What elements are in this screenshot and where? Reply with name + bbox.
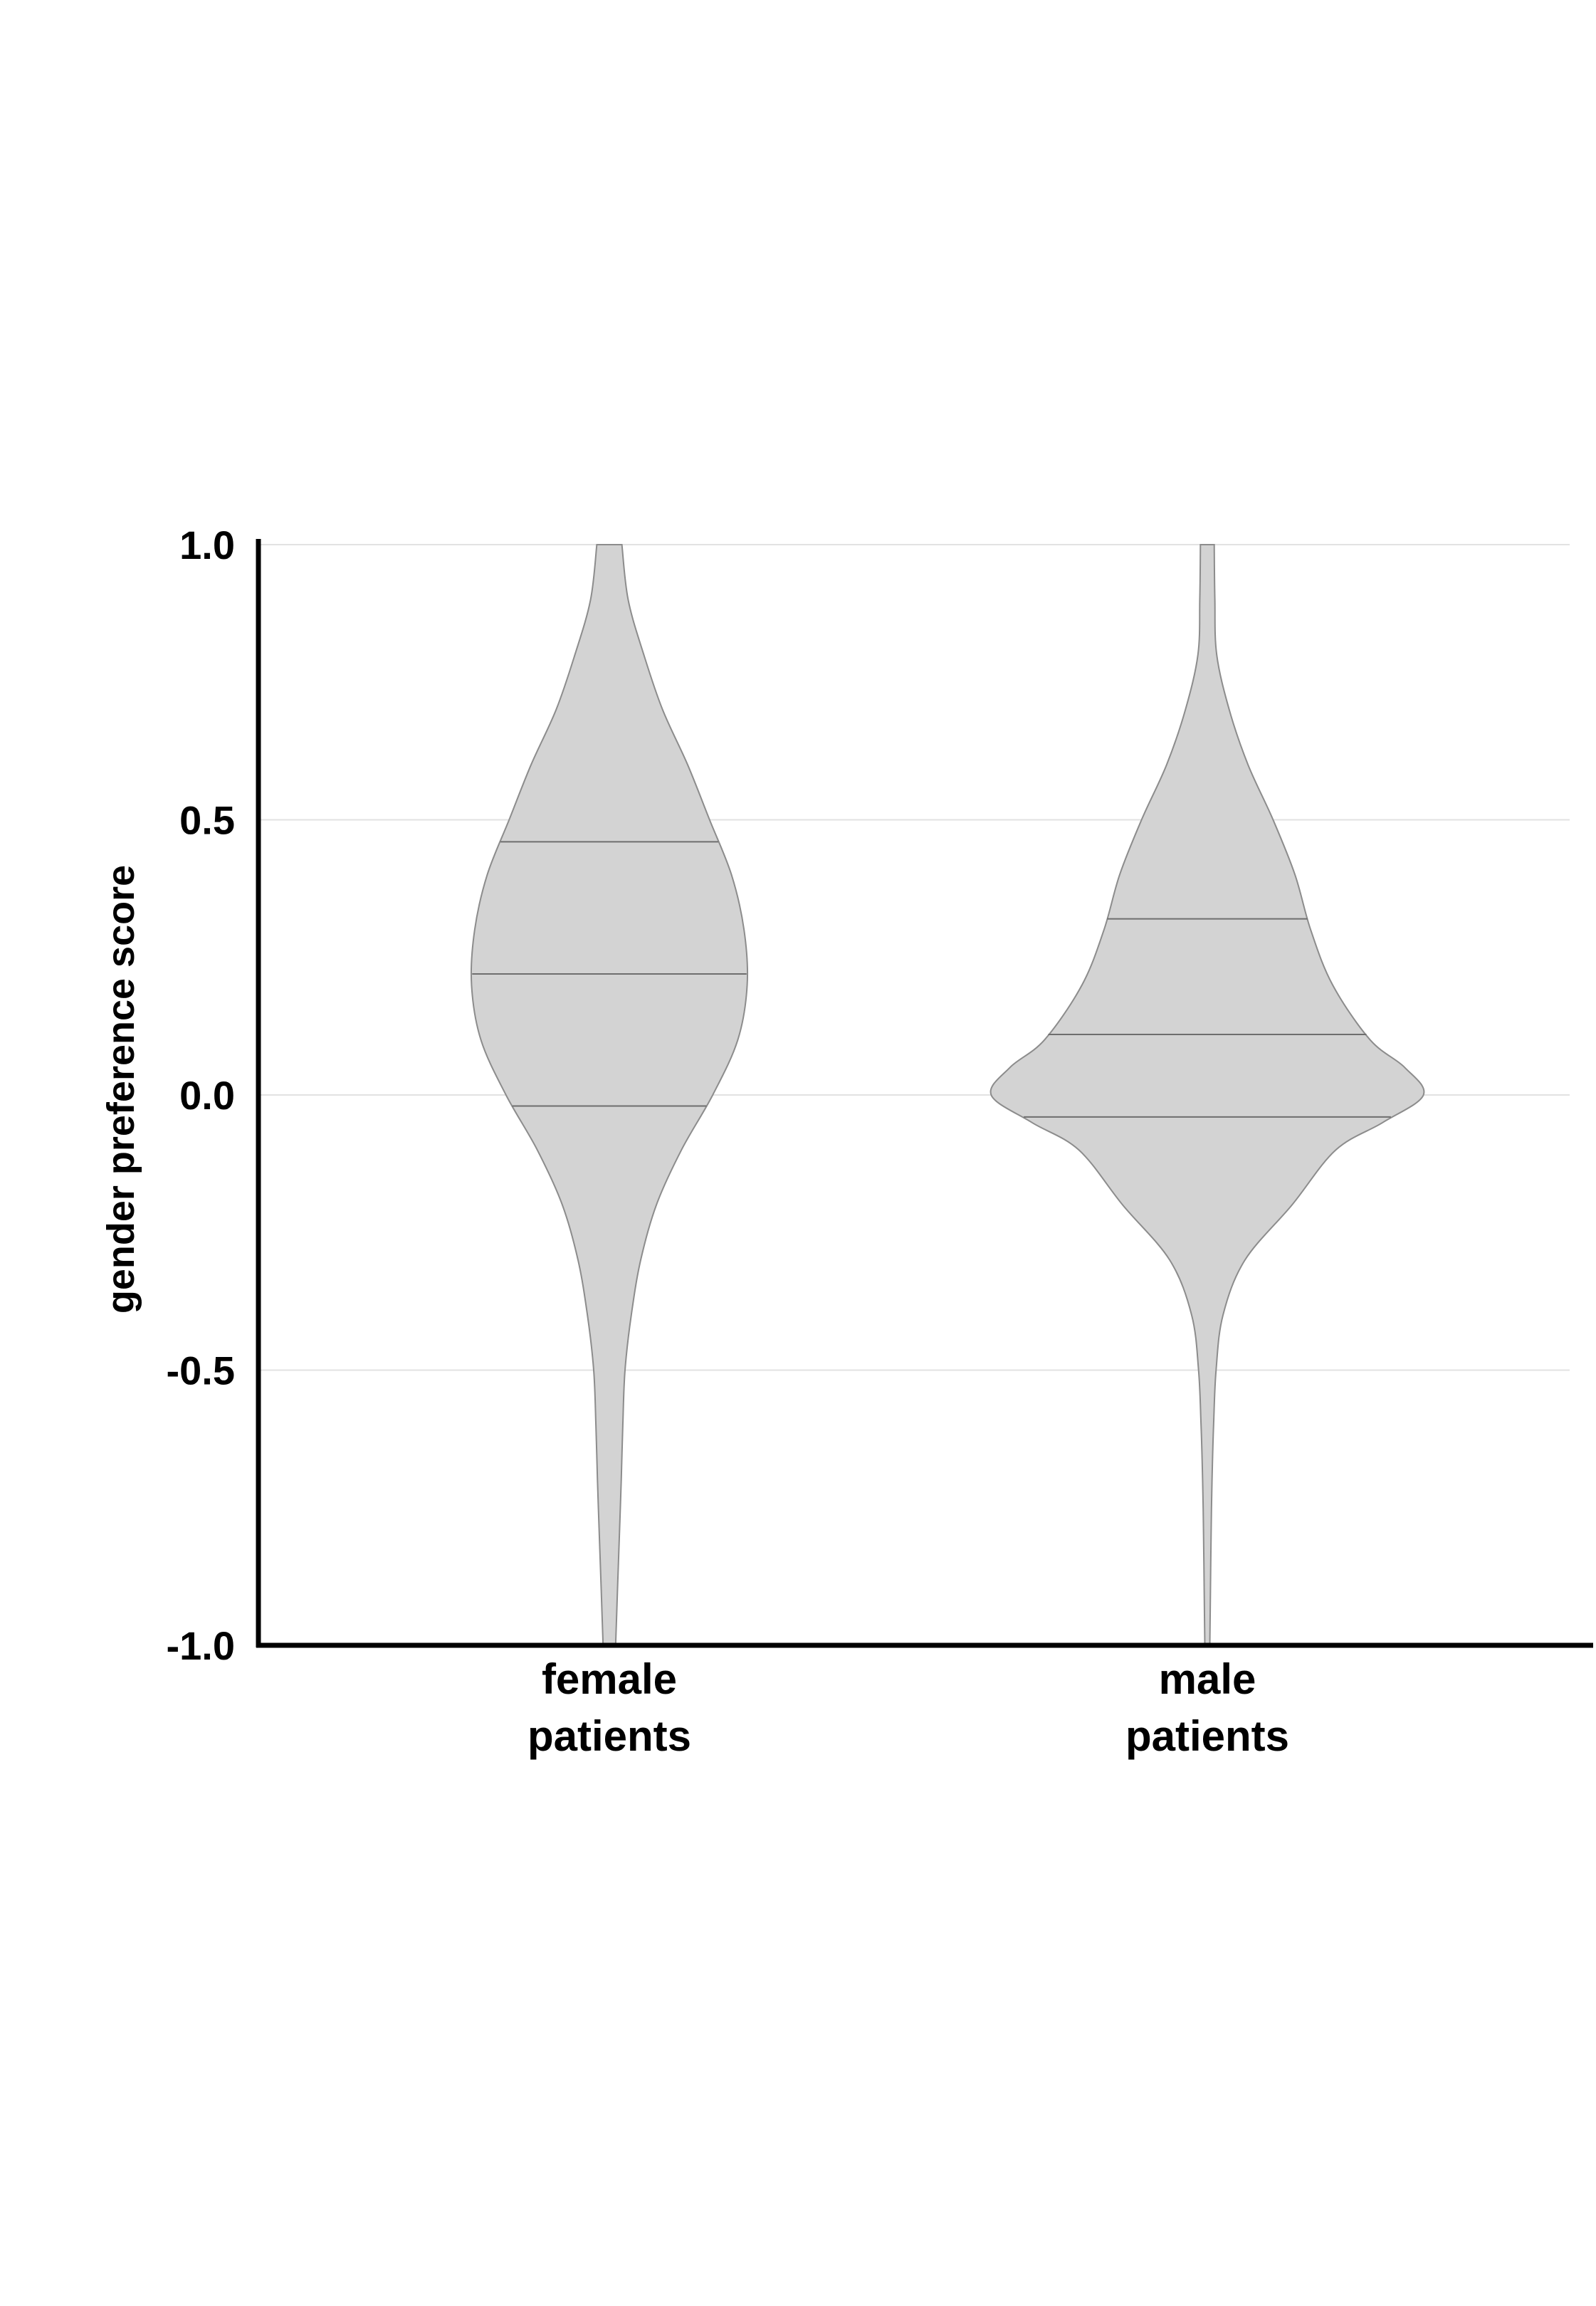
y-tick-label: 0.5 bbox=[179, 798, 235, 843]
violin-male-patients bbox=[989, 544, 1425, 1646]
category-label-male: male patients bbox=[1125, 1655, 1289, 1760]
violin-body bbox=[470, 544, 749, 1646]
category-label-line: female bbox=[542, 1655, 677, 1703]
y-tick-label: 1.0 bbox=[179, 523, 235, 567]
category-label-line: patients bbox=[1125, 1712, 1289, 1760]
category-label-line: patients bbox=[527, 1712, 691, 1760]
category-label-female: female patients bbox=[527, 1655, 691, 1760]
y-tick-label: 0.0 bbox=[179, 1073, 235, 1118]
y-tick-labels: 1.0 0.5 0.0 -0.5 -1.0 bbox=[167, 523, 236, 1668]
gridlines bbox=[258, 544, 1570, 1371]
category-label-line: male bbox=[1159, 1655, 1256, 1703]
violin-body bbox=[989, 544, 1425, 1646]
y-axis-title: gender preference score bbox=[100, 865, 142, 1314]
y-tick-label: -0.5 bbox=[167, 1348, 236, 1393]
y-tick-label: -1.0 bbox=[167, 1623, 236, 1668]
violin-female-patients bbox=[470, 544, 749, 1646]
